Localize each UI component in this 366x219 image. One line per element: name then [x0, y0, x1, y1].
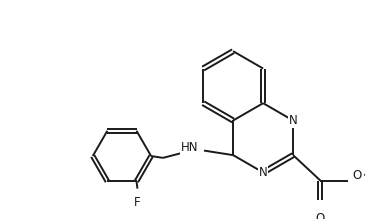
- Text: N: N: [289, 114, 298, 127]
- Text: HN: HN: [181, 141, 198, 154]
- Text: O: O: [316, 212, 325, 219]
- Text: N: N: [259, 166, 268, 179]
- Text: O: O: [352, 169, 362, 182]
- Text: F: F: [134, 196, 141, 209]
